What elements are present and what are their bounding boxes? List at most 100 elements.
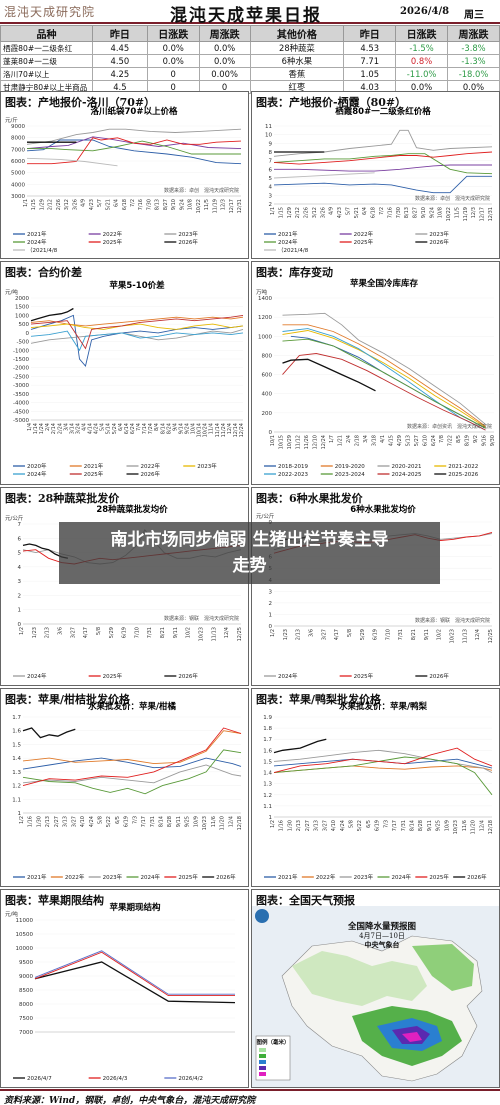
- panel-contract-spread: 图表：合约价差 苹果5-10价差 元/吨 2000 1500 1000 500 0 -500 -…: [0, 261, 249, 485]
- table-cell: 4.45: [91, 41, 148, 55]
- y-tick-label: 6000: [11, 159, 25, 165]
- y-tick-label: 9000: [11, 124, 25, 130]
- panel-luochuan-price: 图表：产地报价-洛川（70#） 洛川纸袋70#以上价格 元/斤 9000 8000 70…: [0, 91, 249, 259]
- x-tick-label: 12/31: [488, 207, 494, 221]
- x-tick-label: 8/13: [155, 199, 161, 210]
- y-tick-label: -3000: [13, 383, 29, 389]
- chart-title: 栖霞80#一二级条红价格: [335, 106, 431, 117]
- legend-label: 2021-2022: [448, 464, 478, 470]
- table-cell: -11.0%: [395, 67, 449, 81]
- x-tick-label: 7/31: [147, 627, 153, 638]
- x-tick-label: 9/11: [427, 820, 433, 831]
- chart-title: 水果批发价：苹果/鸭梨: [338, 701, 428, 712]
- legend-label: 2025年: [178, 873, 198, 881]
- series-line: [26, 128, 242, 145]
- x-tick-label: 1/4: [27, 423, 33, 431]
- x-tick-label: 6/10: [422, 435, 428, 446]
- panel-title: 图表：苹果/鸭梨批发价格: [256, 693, 382, 706]
- x-tick-label: 9/25: [436, 820, 442, 831]
- x-tick-label: 4/24: [89, 816, 95, 827]
- series-line: [273, 175, 492, 194]
- x-tick-label: 7/17: [141, 816, 147, 827]
- series-line: [273, 153, 493, 175]
- y-tick-label: 8500: [19, 988, 33, 994]
- x-tick-label: 1/2: [270, 629, 276, 637]
- report-weekday: 周三: [464, 10, 484, 21]
- x-tick-label: 7/22: [448, 435, 454, 446]
- x-tick-label: 10/9: [193, 816, 199, 827]
- x-tick-label: 7/10: [134, 627, 140, 638]
- x-tick-label: 5/29: [360, 629, 366, 640]
- x-tick-label: 12/17: [229, 199, 235, 213]
- x-tick-label: 3/26: [320, 207, 326, 218]
- legend-label: 2024年: [392, 873, 412, 881]
- legend-label: 2024年: [27, 238, 47, 246]
- panel-inventory: 图表：库存变动 苹果全国冷库库存 万吨 1400 1200 1000 800 600 400 2…: [251, 261, 500, 485]
- headline-banner: 南北市场同步偏弱 生猪出栏节奏主导 走势: [59, 522, 440, 584]
- x-tick-label: 5/7: [345, 207, 351, 215]
- x-tick-label: 6/19: [122, 627, 128, 638]
- x-tick-label: 11/19: [212, 199, 218, 213]
- series-line: [30, 328, 244, 344]
- y-tick-label: 2: [269, 601, 273, 607]
- series-line: [273, 738, 327, 754]
- x-tick-label: 4/24: [340, 820, 346, 831]
- legend-label: 2023年: [354, 873, 374, 881]
- legend-label: （2021/4/8: [278, 247, 309, 254]
- x-tick-label: 4/29: [397, 435, 403, 446]
- x-tick-label: 12/25: [488, 629, 494, 643]
- x-tick-label: 1/15: [31, 199, 37, 210]
- x-tick-label: 1/29: [39, 199, 45, 210]
- table-cell: 洛川70#以上: [0, 67, 93, 81]
- x-tick-label: 12/4: [475, 629, 481, 640]
- x-tick-label: 7/31: [398, 629, 404, 640]
- x-tick-label: 7/14: [142, 423, 148, 434]
- y-tick-label: 8: [269, 150, 273, 156]
- series-line: [273, 172, 375, 179]
- x-tick-label: 11/13: [462, 629, 468, 643]
- x-tick-label: 8/14: [160, 423, 166, 434]
- x-tick-label: 9/11: [176, 816, 182, 827]
- series-line: [282, 338, 486, 429]
- series-line: [273, 765, 493, 774]
- table-cell: 6种水果: [249, 54, 345, 68]
- legend-label: 2019-2020: [335, 464, 365, 470]
- table-cell: -1.3%: [447, 54, 500, 68]
- x-tick-label: 10/23: [202, 816, 208, 830]
- x-tick-label: 9/24: [184, 423, 190, 434]
- x-tick-label: 11/5: [204, 199, 210, 210]
- panel-term-structure: 图表：苹果期限结构 苹果期现结构 元/吨 11000 10500 10000 9500 90…: [0, 889, 249, 1088]
- y-tick-label: 9: [269, 141, 273, 147]
- series-line: [30, 330, 244, 352]
- x-tick-label: 9/16: [482, 435, 488, 446]
- col-header: 昨日: [91, 25, 148, 42]
- x-tick-label: 1/29: [287, 207, 293, 218]
- y-tick-label: 1: [18, 811, 22, 817]
- table-cell: 4.50: [91, 54, 148, 68]
- x-tick-label: 10/1: [270, 435, 276, 446]
- series-line: [282, 353, 486, 431]
- precipitation-map-graphic: [252, 906, 499, 1087]
- x-tick-label: 9/24: [179, 199, 185, 210]
- x-tick-label: 2/13: [296, 629, 302, 640]
- legend-label: 2021年: [278, 230, 298, 238]
- x-tick-label: 12/3: [471, 207, 477, 218]
- legend-label: 2018-2019: [278, 464, 308, 470]
- legend-label: 2026年: [216, 873, 236, 881]
- y-tick-label: 0: [18, 622, 22, 628]
- x-tick-label: 3/27: [71, 816, 77, 827]
- x-tick-label: 8/13: [404, 207, 410, 218]
- headline-line-2: 走势: [232, 556, 267, 576]
- x-tick-label: 5/4: [100, 423, 106, 431]
- table-cell: 0.8%: [395, 54, 449, 68]
- chart-title: 苹果期现结构: [109, 902, 161, 913]
- y-tick-label: 1.3: [263, 782, 272, 788]
- legend-label: 2022-2023: [278, 472, 308, 478]
- x-tick-label: 7/2: [130, 199, 136, 207]
- panel-title: 图表：28种蔬菜批发价: [5, 492, 120, 505]
- legend-label: 2022年: [65, 873, 85, 881]
- y-tick-label: 1000: [258, 334, 272, 340]
- y-tick-label: -3500: [13, 392, 29, 398]
- legend-label: 2025年: [429, 873, 449, 881]
